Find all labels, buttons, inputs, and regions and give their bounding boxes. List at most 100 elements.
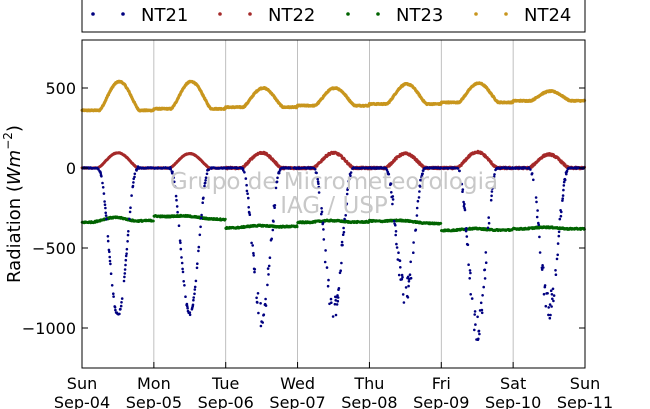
data-point bbox=[399, 266, 402, 269]
data-point bbox=[198, 233, 202, 237]
data-point bbox=[550, 293, 554, 296]
data-point bbox=[317, 185, 321, 189]
data-point bbox=[389, 182, 393, 186]
data-point bbox=[124, 254, 128, 258]
data-point bbox=[120, 301, 123, 304]
data-point bbox=[421, 172, 424, 175]
data-point bbox=[395, 242, 398, 246]
data-point bbox=[546, 292, 549, 295]
data-point bbox=[182, 280, 185, 283]
data-point bbox=[476, 315, 479, 319]
data-point bbox=[266, 283, 269, 287]
data-point bbox=[395, 246, 399, 249]
data-point bbox=[122, 279, 126, 283]
data-point bbox=[458, 169, 461, 173]
data-point bbox=[530, 172, 534, 175]
data-point bbox=[259, 324, 263, 328]
data-point bbox=[119, 307, 122, 311]
data-point bbox=[554, 269, 557, 272]
data-point bbox=[224, 217, 227, 221]
data-point bbox=[463, 208, 467, 212]
data-point bbox=[126, 233, 130, 237]
data-point bbox=[323, 260, 327, 264]
data-point bbox=[478, 332, 481, 336]
data-point bbox=[289, 166, 292, 170]
data-point bbox=[264, 304, 268, 307]
data-point bbox=[552, 294, 556, 297]
data-point bbox=[561, 197, 564, 200]
data-point bbox=[106, 235, 110, 238]
data-point bbox=[549, 289, 553, 293]
data-point bbox=[108, 259, 112, 263]
data-point bbox=[391, 202, 394, 206]
watermark-line-2: IAG / USP bbox=[280, 193, 388, 219]
data-point bbox=[173, 180, 176, 184]
data-point bbox=[128, 210, 132, 214]
data-point bbox=[316, 180, 320, 183]
data-point bbox=[336, 294, 339, 297]
data-point bbox=[106, 239, 110, 243]
data-point bbox=[242, 169, 245, 172]
series-nt21 bbox=[81, 165, 586, 342]
data-point bbox=[409, 276, 413, 280]
data-point bbox=[104, 206, 107, 210]
data-point bbox=[124, 263, 127, 267]
data-point bbox=[173, 185, 177, 188]
data-point bbox=[401, 275, 404, 279]
data-point bbox=[252, 254, 255, 257]
data-point bbox=[418, 190, 421, 193]
data-point bbox=[474, 323, 477, 326]
data-point bbox=[194, 279, 198, 283]
data-point bbox=[483, 277, 487, 280]
data-point bbox=[102, 192, 106, 195]
data-point bbox=[407, 284, 410, 288]
data-point bbox=[489, 198, 493, 202]
data-point bbox=[535, 200, 538, 204]
data-point bbox=[123, 275, 126, 279]
data-point bbox=[104, 214, 108, 217]
data-point bbox=[320, 207, 323, 210]
data-point bbox=[274, 186, 278, 190]
data-point bbox=[394, 223, 397, 227]
data-point bbox=[481, 294, 484, 297]
data-point bbox=[313, 168, 317, 171]
data-point bbox=[407, 280, 411, 283]
data-point bbox=[487, 216, 491, 219]
data-point bbox=[177, 224, 181, 227]
data-point bbox=[491, 187, 494, 190]
data-point bbox=[253, 268, 257, 271]
data-point bbox=[557, 234, 561, 238]
data-point bbox=[125, 247, 129, 251]
data-point bbox=[180, 261, 184, 265]
data-point bbox=[415, 206, 419, 210]
data-point bbox=[334, 299, 338, 302]
data-point bbox=[440, 166, 443, 170]
data-point bbox=[492, 175, 496, 178]
data-point bbox=[184, 295, 187, 299]
axes: 5000−500−1000SunSep-04MonSep-05TueSep-06… bbox=[22, 79, 613, 409]
data-point bbox=[271, 228, 275, 232]
data-point bbox=[253, 270, 256, 274]
data-point bbox=[103, 200, 106, 203]
data-point bbox=[114, 308, 117, 312]
data-point bbox=[469, 293, 473, 296]
data-point bbox=[338, 271, 342, 275]
data-point bbox=[556, 242, 560, 245]
data-point bbox=[349, 171, 353, 174]
data-point bbox=[204, 179, 207, 182]
data-point bbox=[529, 168, 532, 171]
data-point bbox=[103, 203, 107, 206]
data-point bbox=[276, 176, 279, 180]
data-point bbox=[273, 206, 276, 209]
data-point bbox=[200, 216, 203, 220]
data-point bbox=[482, 285, 486, 289]
data-point bbox=[100, 175, 103, 178]
data-point bbox=[181, 267, 184, 271]
data-point bbox=[207, 168, 211, 171]
data-point bbox=[394, 233, 398, 237]
series-nt24 bbox=[80, 79, 587, 113]
data-point bbox=[334, 313, 338, 317]
data-point bbox=[180, 256, 183, 259]
data-point bbox=[112, 295, 115, 298]
data-point bbox=[470, 297, 474, 300]
